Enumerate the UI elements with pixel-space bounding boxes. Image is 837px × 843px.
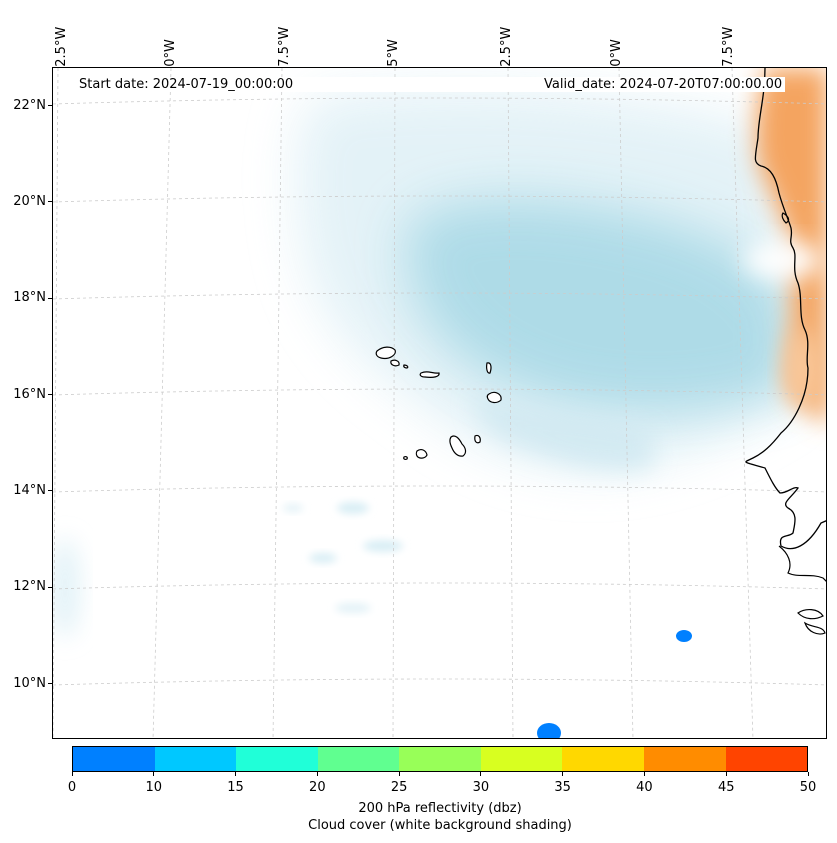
cloud-patch-scatter-5 — [283, 504, 303, 512]
map-panel[interactable] — [52, 67, 827, 739]
colorbar-tick — [480, 772, 482, 776]
colorbar-tick-label: 50 — [799, 780, 817, 795]
africa-coastline — [745, 68, 826, 550]
lat-label-16n: 16°N — [13, 387, 46, 402]
cloud-mass-core — [405, 199, 793, 412]
colorbar-tick-label: 25 — [390, 780, 408, 795]
colorbar-tick — [153, 772, 155, 776]
cloud-patch-scatter-4 — [335, 603, 371, 613]
land-clear-patch — [743, 242, 823, 278]
valid-date-label: Valid_date: 2024-07-20T07:00:00.00 — [541, 77, 786, 92]
colorbar-tick — [725, 772, 727, 776]
reflectivity-cell-2 — [537, 723, 561, 738]
colorbar-segment — [399, 747, 481, 771]
island-santa-luzia — [403, 364, 409, 369]
island-santiago — [449, 435, 467, 457]
colorbar-segment — [73, 747, 155, 771]
cloud-patch-west — [53, 538, 79, 638]
reflectivity-cells — [537, 630, 692, 738]
map-canvas[interactable] — [53, 68, 827, 739]
coast-inlet-1 — [778, 545, 826, 582]
colorbar-segment — [725, 747, 808, 771]
start-date-label: Start date: 2024-07-19_00:00:00 — [76, 77, 552, 92]
colorbar-tick — [807, 772, 809, 776]
colorbar-label: 200 hPa reflectivity (dbz) — [358, 801, 522, 816]
lat-tick-16n — [48, 394, 52, 395]
cloud-patch-scatter-2 — [363, 540, 403, 552]
cloud-patch-scatter-1 — [337, 502, 369, 514]
lat-label-20n: 20°N — [13, 194, 46, 209]
land-light-patch — [785, 328, 821, 408]
colorbar-tick-label: 40 — [636, 780, 653, 795]
lat-label-18n: 18°N — [13, 290, 46, 305]
coast-inlet-3 — [803, 621, 826, 635]
lat-label-12n: 12°N — [13, 579, 46, 594]
colorbar-segment — [236, 747, 318, 771]
lat-label-10n: 10°N — [13, 676, 46, 691]
colorbar-sublabel: Cloud cover (white background shading) — [308, 818, 572, 833]
colorbar-tick-label: 20 — [309, 780, 326, 795]
colorbar-tick-label: 0 — [67, 780, 77, 795]
lat-tick-20n — [48, 201, 52, 202]
cloud-cover-shading — [53, 88, 793, 638]
island-fogo — [415, 449, 428, 459]
graticule — [53, 68, 826, 738]
colorbar-tick-label: 45 — [717, 780, 735, 795]
cloud-patch-scatter-3 — [309, 553, 337, 563]
colorbar-tick-label: 15 — [227, 780, 244, 795]
cabo-verde-islands — [375, 346, 502, 460]
island-sao-nicolau — [419, 371, 440, 378]
colorbar-tick-label: 10 — [145, 780, 163, 795]
colorbar-tick — [235, 772, 237, 776]
lat-label-22n: 22°N — [13, 98, 46, 113]
colorbar-tick — [398, 772, 400, 776]
lat-tick-18n — [48, 298, 52, 299]
colorbar-segment — [562, 747, 644, 771]
coast-inlet-2 — [797, 609, 824, 620]
colorbar-segment — [154, 747, 237, 771]
land-shading — [743, 68, 826, 427]
colorbar-tick — [316, 772, 318, 776]
colorbar-segment — [317, 747, 400, 771]
reflectivity-colorbar — [72, 746, 808, 772]
lat-tick-10n — [48, 683, 52, 684]
colorbar-tick — [71, 772, 73, 776]
coast-inlet-4 — [781, 212, 790, 224]
colorbar-tick-label: 30 — [472, 780, 490, 795]
lat-label-14n: 14°N — [13, 483, 46, 498]
colorbar-segment — [643, 747, 726, 771]
cloud-band-south — [473, 398, 653, 472]
lat-tick-14n — [48, 490, 52, 491]
reflectivity-cell-1 — [676, 630, 692, 642]
colorbar-segment — [480, 747, 563, 771]
lat-tick-22n — [48, 105, 52, 106]
colorbar-tick — [643, 772, 645, 776]
island-boa-vista — [486, 391, 502, 404]
island-santo-antao — [375, 346, 396, 360]
colorbar-tick-label: 35 — [554, 780, 571, 795]
colorbar-tick — [562, 772, 564, 776]
island-brava — [403, 456, 408, 460]
island-maio — [474, 434, 481, 444]
lat-tick-12n — [48, 587, 52, 588]
island-sal — [486, 362, 492, 374]
island-sao-vicente — [390, 359, 400, 367]
